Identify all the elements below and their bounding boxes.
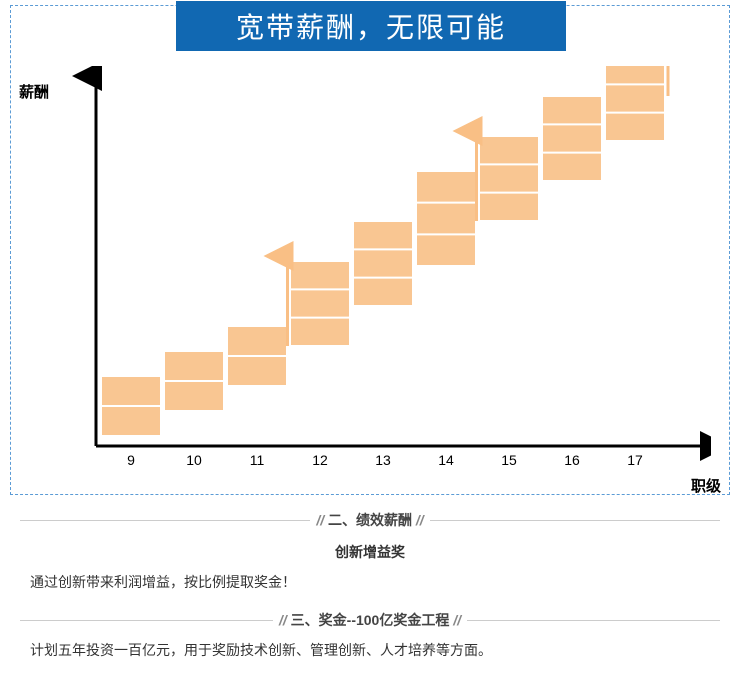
section-header-text: 二、绩效薪酬 [310, 510, 429, 530]
chart-area: 薪酬 职级 91011121314151617 [61, 66, 711, 486]
section-bonus: 三、奖金--100亿奖金工程 计划五年投资一百亿元，用于奖励技术创新、管理创新、… [20, 610, 720, 660]
chart-title: 宽带薪酬，无限可能 [236, 6, 506, 46]
x-tick: 14 [438, 452, 454, 468]
x-tick: 15 [501, 452, 517, 468]
section-body: 计划五年投资一百亿元，用于奖励技术创新、管理创新、人才培养等方面。 [20, 640, 720, 660]
chart-frame: 宽带薪酬，无限可能 薪酬 职级 9 10 11 12 13 14 15 16 17 [10, 5, 730, 495]
section-header: 二、绩效薪酬 [20, 510, 720, 530]
x-tick: 13 [375, 452, 391, 468]
x-tick: 11 [250, 452, 265, 468]
x-tick: 16 [564, 452, 580, 468]
section-header-text: 三、奖金--100亿奖金工程 [273, 610, 467, 630]
section-header: 三、奖金--100亿奖金工程 [20, 610, 720, 630]
y-axis-label: 薪酬 [19, 81, 49, 102]
section-performance: 二、绩效薪酬 创新增益奖 通过创新带来利润增益，按比例提取奖金！ [20, 510, 720, 592]
x-tick: 10 [186, 452, 202, 468]
chart-svg [61, 66, 711, 486]
x-tick: 17 [627, 452, 643, 468]
x-tick: 12 [312, 452, 328, 468]
section-body: 通过创新带来利润增益，按比例提取奖金！ [20, 572, 720, 592]
x-tick: 9 [127, 452, 135, 468]
section-subtitle: 创新增益奖 [20, 542, 720, 562]
chart-title-banner: 宽带薪酬，无限可能 [176, 1, 566, 51]
x-axis-label: 职级 [691, 475, 721, 496]
